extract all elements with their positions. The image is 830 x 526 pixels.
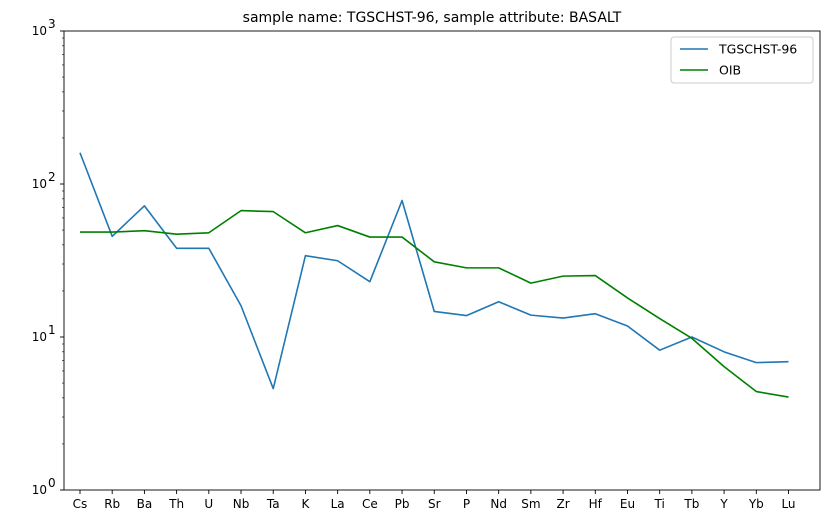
x-tick-label-hf: Hf xyxy=(589,497,603,511)
series-line-tgschst-96 xyxy=(79,152,789,390)
series-line-oib xyxy=(80,209,789,398)
x-tick-label-tb: Tb xyxy=(683,497,699,511)
legend: TGSCHST-96 OIB xyxy=(670,36,814,84)
data-point-oib-y xyxy=(723,365,725,367)
data-point-tgschst-96-la xyxy=(336,260,338,262)
data-point-oib-nb xyxy=(240,209,242,211)
data-point-oib-rb xyxy=(111,231,113,233)
data-point-tgschst-96-pb xyxy=(401,199,403,201)
data-point-oib-pb xyxy=(401,236,403,238)
x-tick-label-pb: Pb xyxy=(395,497,410,511)
x-tick-label-p: P xyxy=(463,497,470,511)
chart-title: sample name: TGSCHST-96, sample attribut… xyxy=(243,10,622,26)
y-tick-label-10: 10 xyxy=(32,330,47,344)
x-tick-label-yb: Yb xyxy=(748,497,764,511)
data-point-oib-u xyxy=(208,232,210,234)
y-tick-label-100: 10 xyxy=(32,177,47,191)
data-point-oib-hf xyxy=(594,274,596,276)
x-tick-label-ba: Ba xyxy=(137,497,153,511)
data-point-oib-th xyxy=(175,233,177,235)
y-tick-exponent-1000: 3 xyxy=(48,17,56,31)
data-point-tgschst-96-yb xyxy=(755,361,757,363)
data-point-tgschst-96-k xyxy=(304,254,306,256)
data-point-tgschst-96-hf xyxy=(594,312,596,314)
data-point-oib-k xyxy=(304,232,306,234)
data-point-oib-cs xyxy=(79,231,81,233)
x-tick-label-ce: Ce xyxy=(362,497,378,511)
data-point-oib-tb xyxy=(691,337,693,339)
x-tick-label-sr: Sr xyxy=(428,497,441,511)
x-tick-label-u: U xyxy=(204,497,213,511)
legend-label-tgschst-96: TGSCHST-96 xyxy=(718,42,797,57)
x-tick-label-zr: Zr xyxy=(556,497,569,511)
x-tick-label-y: Y xyxy=(719,497,728,511)
data-point-tgschst-96-ti xyxy=(658,349,660,351)
data-point-oib-sm xyxy=(530,282,532,284)
x-tick-label-cs: Cs xyxy=(73,497,88,511)
data-point-oib-yb xyxy=(755,390,757,392)
data-point-oib-lu xyxy=(787,396,789,398)
data-point-tgschst-96-eu xyxy=(626,325,628,327)
data-point-tgschst-96-zr xyxy=(562,317,564,319)
data-point-oib-ta xyxy=(272,210,274,212)
x-axis: Cs Rb Ba Th U Nb Ta K La Ce Pb Sr P Nd Sm Zr Hf Eu Ti Tb Y Yb… xyxy=(73,490,796,511)
y-tick-exponent-1: 0 xyxy=(48,476,56,490)
data-point-oib-la xyxy=(336,224,338,226)
data-point-tgschst-96-sm xyxy=(530,314,532,316)
data-point-tgschst-96-cs xyxy=(79,152,81,154)
data-point-oib-p xyxy=(465,267,467,269)
data-point-tgschst-96-nb xyxy=(240,305,242,307)
legend-label-oib: OIB xyxy=(719,63,741,78)
x-tick-label-eu: Eu xyxy=(620,497,635,511)
data-point-tgschst-96-ce xyxy=(369,280,371,282)
x-tick-label-ta: Ta xyxy=(266,497,280,511)
x-tick-label-sm: Sm xyxy=(521,497,540,511)
data-point-oib-ti xyxy=(658,317,660,319)
y-tick-exponent-100: 2 xyxy=(48,170,56,184)
data-point-oib-ba xyxy=(143,230,145,232)
x-tick-label-nb: Nb xyxy=(233,497,250,511)
x-tick-label-nd: Nd xyxy=(490,497,507,511)
x-tick-label-ti: Ti xyxy=(654,497,665,511)
data-point-tgschst-96-y xyxy=(723,351,725,353)
x-tick-label-la: La xyxy=(331,497,345,511)
y-tick-exponent-10: 1 xyxy=(48,323,56,337)
data-point-tgschst-96-ba xyxy=(143,205,145,207)
plot-area-frame xyxy=(63,30,821,491)
data-point-tgschst-96-u xyxy=(208,247,210,249)
data-point-oib-eu xyxy=(626,297,628,299)
data-point-oib-sr xyxy=(433,261,435,263)
data-point-tgschst-96-th xyxy=(175,247,177,249)
x-tick-label-lu: Lu xyxy=(781,497,795,511)
y-tick-label-1000: 10 xyxy=(32,24,47,38)
data-point-tgschst-96-sr xyxy=(433,310,435,312)
data-point-tgschst-96-lu xyxy=(787,360,789,362)
data-point-oib-nd xyxy=(497,267,499,269)
data-point-oib-zr xyxy=(562,275,564,277)
data-point-tgschst-96-nd xyxy=(497,301,499,303)
series-layer xyxy=(79,152,789,398)
y-tick-label-1: 10 xyxy=(32,483,47,497)
x-tick-label-k: K xyxy=(301,497,310,511)
data-point-oib-ce xyxy=(369,236,371,238)
data-point-tgschst-96-rb xyxy=(111,235,113,237)
x-tick-label-th: Th xyxy=(168,497,184,511)
x-tick-label-rb: Rb xyxy=(104,497,120,511)
data-point-tgschst-96-p xyxy=(465,314,467,316)
data-point-tgschst-96-ta xyxy=(272,387,274,389)
